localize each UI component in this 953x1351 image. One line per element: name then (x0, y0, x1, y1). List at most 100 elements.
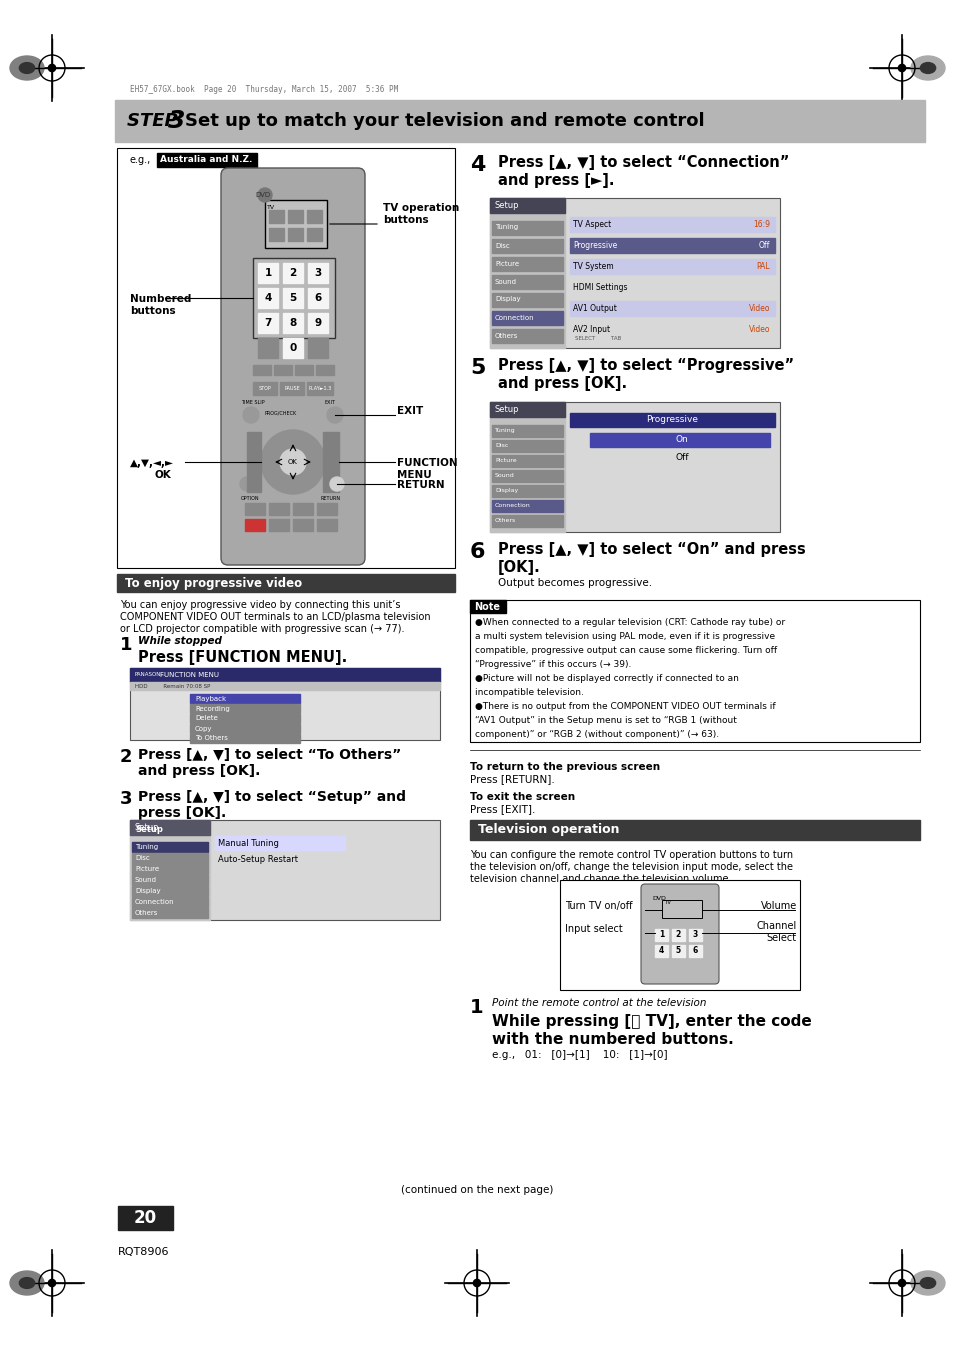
Text: 2: 2 (120, 748, 132, 766)
Text: Tuning: Tuning (135, 844, 158, 850)
Bar (323, 432, 338, 492)
Text: ▲,▼,◄,►: ▲,▼,◄,► (130, 458, 173, 467)
Circle shape (49, 1279, 55, 1286)
Text: 16:9: 16:9 (752, 220, 769, 230)
Ellipse shape (920, 62, 935, 73)
Bar (283, 288, 303, 308)
Text: Others: Others (495, 332, 517, 339)
Text: FUNCTION: FUNCTION (396, 458, 457, 467)
Bar (280, 382, 304, 394)
Text: PLAY►1.3: PLAY►1.3 (308, 385, 332, 390)
Text: Sound: Sound (135, 877, 157, 884)
Bar (492, 485, 562, 497)
Text: 8: 8 (289, 317, 296, 328)
Text: EH57_67GX.book  Page 20  Thursday, March 15, 2007  5:36 PM: EH57_67GX.book Page 20 Thursday, March 1… (130, 85, 397, 95)
Text: Press [▲, ▼] to select “Setup” and: Press [▲, ▼] to select “Setup” and (138, 790, 406, 804)
Text: 2: 2 (289, 267, 296, 278)
Bar (130, 820, 210, 920)
Circle shape (473, 1279, 480, 1286)
Text: TV: TV (267, 205, 274, 209)
Bar (688, 944, 701, 957)
Text: or LCD projector compatible with progressive scan (→ 77).: or LCD projector compatible with progres… (120, 624, 404, 634)
Text: EXIT: EXIT (325, 400, 335, 405)
Text: Display: Display (135, 888, 160, 894)
Bar (655, 929, 667, 942)
Text: Tuning: Tuning (495, 428, 515, 434)
Text: Press [▲, ▼] to select “Progressive”: Press [▲, ▼] to select “Progressive” (497, 358, 793, 373)
Text: To return to the previous screen: To return to the previous screen (470, 762, 659, 771)
Text: Press [RETURN].: Press [RETURN]. (470, 774, 554, 784)
Text: While pressing [⏻ TV], enter the code: While pressing [⏻ TV], enter the code (492, 1015, 811, 1029)
Bar (655, 944, 667, 957)
Text: ●Picture will not be displayed correctly if connected to an: ●Picture will not be displayed correctly… (475, 674, 739, 684)
Bar (492, 222, 562, 235)
Text: Television operation: Television operation (477, 824, 618, 836)
Text: To exit the screen: To exit the screen (470, 792, 575, 802)
Text: PANASON...: PANASON... (135, 673, 167, 677)
Bar (130, 820, 210, 835)
Text: and press [OK].: and press [OK]. (138, 765, 260, 778)
Bar (247, 432, 261, 492)
Bar (490, 199, 564, 213)
Text: While stopped: While stopped (138, 636, 222, 646)
Bar (269, 209, 284, 223)
Text: a multi system television using PAL mode, even if it is progressive: a multi system television using PAL mode… (475, 632, 774, 640)
Text: Point the remote control at the television: Point the remote control at the televisi… (492, 998, 706, 1008)
Ellipse shape (19, 62, 34, 73)
Text: Display: Display (495, 296, 520, 303)
Bar (288, 228, 303, 240)
Text: Press [▲, ▼] to select “Connection”: Press [▲, ▼] to select “Connection” (497, 155, 788, 170)
Text: 1: 1 (659, 929, 663, 939)
Bar (492, 311, 562, 326)
Bar (492, 276, 562, 289)
Ellipse shape (920, 1278, 935, 1289)
Ellipse shape (910, 55, 944, 80)
Text: Connection: Connection (495, 503, 530, 508)
Text: Video: Video (748, 304, 769, 313)
Text: Connection: Connection (135, 898, 174, 905)
Text: 7: 7 (264, 317, 272, 328)
Text: Press [▲, ▼] to select “On” and press: Press [▲, ▼] to select “On” and press (497, 542, 805, 557)
Text: [OK].: [OK]. (497, 561, 540, 576)
Text: Picture: Picture (495, 458, 517, 463)
Text: OPTION: OPTION (241, 496, 259, 500)
Text: Recording: Recording (194, 705, 230, 712)
Ellipse shape (10, 55, 44, 80)
Bar (130, 667, 439, 740)
Bar (115, 100, 924, 142)
Text: 1: 1 (470, 998, 483, 1017)
Text: Setup: Setup (135, 824, 159, 832)
Circle shape (261, 430, 325, 494)
Circle shape (898, 1279, 904, 1286)
Text: 6: 6 (692, 946, 698, 955)
Text: Playback: Playback (194, 696, 226, 701)
Text: with the numbered buttons.: with the numbered buttons. (492, 1032, 733, 1047)
Text: Progressive: Progressive (573, 240, 617, 250)
Text: buttons: buttons (130, 305, 175, 316)
Bar (492, 293, 562, 307)
Text: COMPONENT VIDEO OUT terminals to an LCD/plasma television: COMPONENT VIDEO OUT terminals to an LCD/… (120, 612, 430, 621)
Text: Australia and N.Z.: Australia and N.Z. (160, 155, 253, 165)
Bar (190, 734, 299, 743)
Bar (470, 600, 919, 742)
Bar (470, 820, 919, 840)
Text: 3: 3 (692, 929, 698, 939)
Text: 2: 2 (675, 929, 680, 939)
Text: 1: 1 (120, 636, 132, 654)
Circle shape (898, 65, 904, 72)
Text: Note: Note (474, 603, 499, 612)
Text: Press [▲, ▼] to select “To Others”: Press [▲, ▼] to select “To Others” (138, 748, 401, 762)
Text: press [OK].: press [OK]. (138, 807, 226, 820)
Text: Press [EXIT].: Press [EXIT]. (470, 804, 535, 815)
Bar (492, 455, 562, 467)
Bar (130, 667, 439, 682)
Text: Sound: Sound (495, 473, 515, 478)
Text: Copy: Copy (194, 725, 213, 731)
Text: the television on/off, change the television input mode, select the: the television on/off, change the televi… (470, 862, 792, 871)
Bar (190, 713, 299, 723)
Text: Volume: Volume (760, 901, 796, 911)
Text: To enjoy progressive video: To enjoy progressive video (125, 577, 302, 589)
Text: STEP: STEP (127, 112, 184, 130)
Text: TV: TV (663, 901, 670, 905)
Text: On: On (675, 435, 688, 444)
